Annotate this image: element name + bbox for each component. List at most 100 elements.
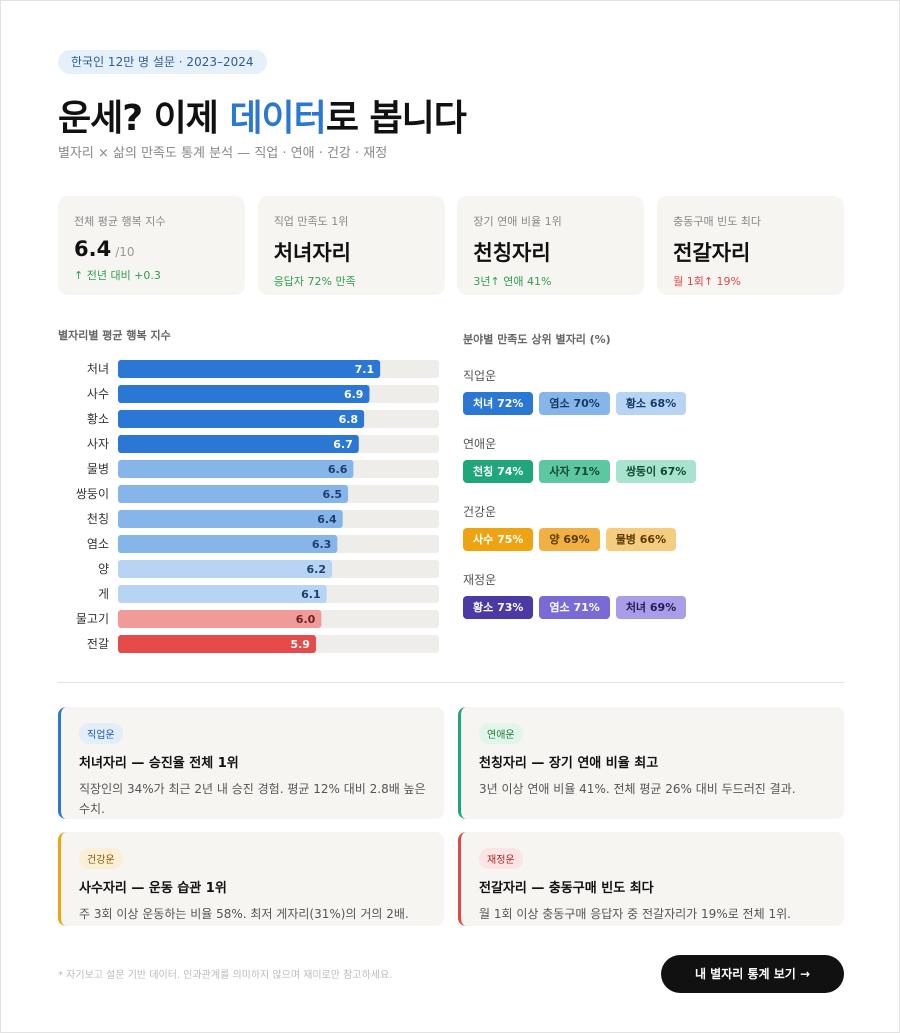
stat-card: 전체 평균 행복 지수 6.4/10 ↑ 전년 대비 +0.3	[58, 196, 245, 295]
card-title: 사수자리 — 운동 습관 1위	[79, 881, 227, 896]
rank-tag: 염소 71%	[539, 596, 610, 619]
card-body: 주 3회 이상 운동하는 비율 58%. 최저 게자리(31%)의 거의 2배.	[79, 907, 409, 921]
rank-tag: 쌍둥이 67%	[615, 460, 697, 483]
rank-tag: 황소 68%	[615, 392, 687, 415]
card-title: 처녀자리 — 승진율 전체 1위	[79, 756, 239, 771]
title-highlight: 데이터	[229, 98, 326, 139]
card-body: 월 1회 이상 충동구매 응답자 중 전갈자리가 19%로 전체 1위.	[479, 907, 791, 921]
bar	[118, 635, 316, 653]
rank-tag: 사자 71%	[539, 460, 610, 483]
value-label: 6.6	[328, 463, 348, 476]
stat-label: 직업 만족도 1위	[273, 215, 349, 228]
field-name: 건강운	[463, 505, 497, 519]
category-label: 염소	[87, 537, 109, 551]
stat-note: 월 1회↑ 19%	[673, 275, 741, 288]
rank-tag: 처녀 69%	[615, 596, 687, 619]
category-label: 사수	[87, 387, 109, 401]
stat-note: ↑ 전년 대비 +0.3	[74, 269, 161, 282]
field-name: 재정운	[463, 573, 497, 587]
card-tag: 재정운	[479, 848, 523, 869]
category-label: 전갈	[87, 637, 109, 651]
bar	[118, 510, 343, 528]
category-label: 물병	[87, 462, 109, 476]
value-label: 6.1	[301, 588, 321, 601]
category-label: 황소	[87, 412, 109, 426]
stat-unit: /10	[115, 245, 135, 259]
tag-row: 황소 73% 염소 71% 처녀 69%	[463, 596, 844, 619]
value-label: 6.0	[296, 613, 316, 626]
bar	[118, 435, 359, 453]
card-title: 천칭자리 — 장기 연애 비율 최고	[479, 756, 659, 771]
field-name: 연애운	[463, 437, 497, 451]
stat-value: 전갈자리	[673, 241, 751, 265]
stat-label: 전체 평균 행복 지수	[74, 215, 166, 228]
rank-tag: 황소 73%	[463, 596, 534, 619]
bar	[118, 460, 354, 478]
value-label: 6.8	[339, 413, 359, 426]
stat-note: 3년↑ 연애 41%	[473, 275, 552, 288]
card-tag: 직업운	[79, 723, 123, 744]
bar	[118, 560, 332, 578]
bar	[118, 585, 327, 603]
rank-tag: 양 69%	[539, 528, 600, 551]
category-label: 물고기	[76, 612, 109, 626]
category-label: 천칭	[87, 511, 109, 526]
category-label: 양	[98, 562, 109, 576]
category-label: 게	[98, 587, 109, 601]
tag-row: 처녀 72% 염소 70% 황소 68%	[463, 392, 844, 415]
rank-tag: 사수 75%	[463, 528, 534, 551]
stat-value: 처녀자리	[273, 241, 351, 265]
stat-value: 천칭자리	[473, 241, 551, 265]
bar	[118, 385, 370, 403]
value-label: 6.3	[312, 538, 332, 551]
bar	[118, 535, 338, 553]
rank-tag: 물병 66%	[605, 528, 677, 551]
category-label: 처녀	[87, 362, 109, 376]
card-title: 전갈자리 — 충동구매 빈도 최다	[479, 881, 654, 896]
category-label: 쌍둥이	[76, 487, 109, 501]
bar	[118, 485, 349, 503]
rank-tag: 처녀 72%	[463, 392, 534, 415]
stat-value: 6.4/10	[74, 237, 135, 261]
divider	[58, 682, 844, 683]
page-title: 운세? 이제 데이터로 봅니다	[58, 89, 467, 141]
tag-row: 천칭 74% 사자 71% 쌍둥이 67%	[463, 460, 844, 483]
title-part: 운세? 이제	[58, 98, 230, 139]
title-part: 로 봅니다	[325, 98, 467, 139]
subtitle: 별자리 × 삶의 만족도 통계 분석 — 직업 · 연애 · 건강 · 재정	[58, 146, 388, 161]
footnote: * 자기보고 설문 기반 데이터. 인과관계를 의미하지 않으며 재미로만 참고…	[58, 970, 393, 981]
stat-note: 응답자 72% 만족	[273, 275, 356, 288]
rank-tag: 천칭 74%	[463, 460, 534, 483]
stat-card: 충동구매 빈도 최다 전갈자리 월 1회↑ 19%	[657, 196, 845, 295]
cta-button[interactable]: 내 별자리 통계 보기 →	[661, 955, 844, 993]
value-label: 6.4	[317, 513, 337, 526]
tag-row: 사수 75% 양 69% 물병 66%	[463, 528, 844, 551]
stat-label: 장기 연애 비율 1위	[473, 215, 562, 228]
section-title: 분야별 만족도 상위 별자리 (%)	[463, 333, 611, 346]
badge: 한국인 12만 명 설문 · 2023–2024	[58, 50, 267, 74]
value-label: 7.1	[355, 363, 375, 376]
value-label: 6.9	[344, 388, 364, 401]
value-label: 5.9	[290, 638, 310, 651]
card-tag: 연애운	[479, 723, 523, 744]
category-label: 사자	[87, 437, 109, 451]
card-body: 직장인의 34%가 최근 2년 내 승진 경험. 평균 12% 대비 2.8배 …	[79, 782, 426, 816]
card-tag: 건강운	[79, 848, 123, 869]
value-label: 6.5	[323, 488, 343, 501]
card-body: 3년 이상 연애 비율 41%. 전체 평균 26% 대비 두드러진 결과.	[479, 782, 796, 796]
bar	[118, 360, 381, 378]
chart-title: 별자리별 평균 행복 지수	[58, 329, 171, 342]
bar-chart: 별자리별 평균 행복 지수 처녀 7.1 사수 6.9 황소 6.8 사자 6.7 물병 6.6 쌍…	[58, 329, 439, 653]
field-name: 직업운	[463, 369, 497, 383]
value-label: 6.7	[333, 438, 353, 451]
